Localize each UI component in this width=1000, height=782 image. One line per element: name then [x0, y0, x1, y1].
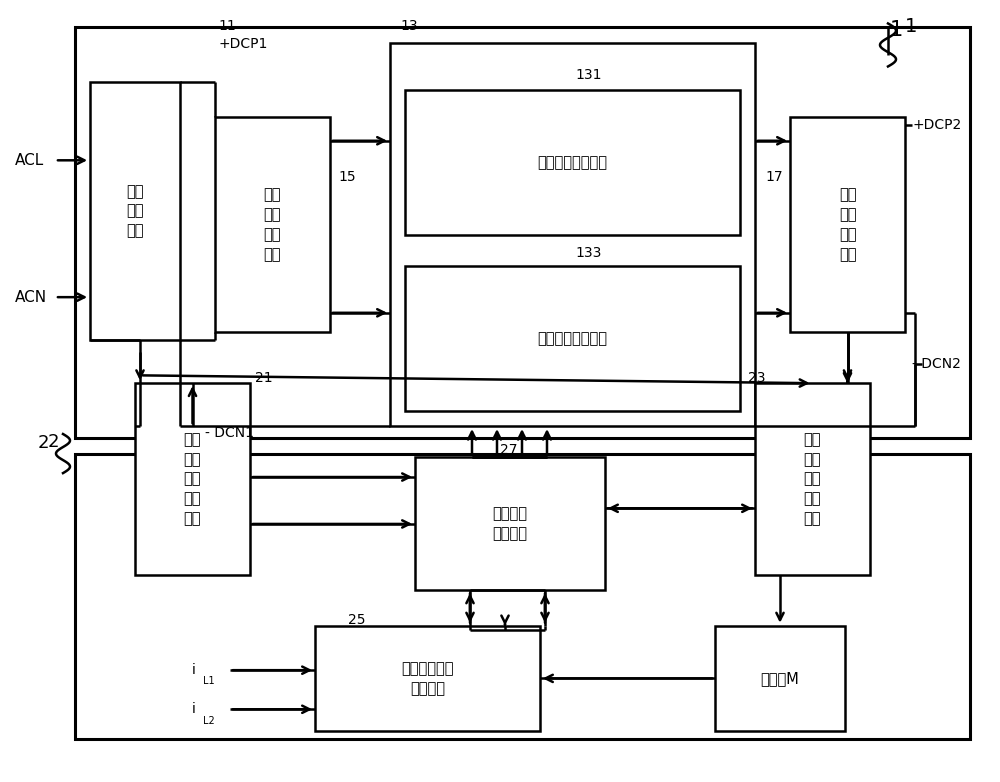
Text: 131: 131 [575, 68, 602, 82]
Text: 27: 27 [500, 443, 518, 457]
Text: 第二级功率子电路: 第二级功率子电路 [538, 331, 608, 346]
Text: i: i [192, 663, 196, 677]
Text: 第一级功率子电路: 第一级功率子电路 [538, 155, 608, 170]
Text: 11: 11 [218, 19, 236, 33]
Text: 1: 1 [890, 20, 903, 40]
Bar [390, 43, 755, 426]
Bar [405, 90, 740, 235]
Text: ACN: ACN [15, 289, 47, 305]
Text: 1: 1 [905, 17, 917, 36]
Text: - DCN2: - DCN2 [912, 357, 961, 371]
Text: 17: 17 [765, 170, 783, 184]
Bar [75, 27, 970, 438]
Text: ACL: ACL [15, 152, 44, 168]
Text: 25: 25 [348, 613, 366, 627]
Text: 21: 21 [255, 371, 273, 385]
Bar [215, 117, 330, 332]
Bar [315, 626, 540, 731]
Text: 输出
直流
电压
处理
电路: 输出 直流 电压 处理 电路 [804, 432, 821, 526]
Text: L2: L2 [203, 716, 215, 726]
Bar [90, 82, 180, 340]
Bar [715, 626, 845, 731]
Text: 133: 133 [575, 246, 601, 260]
Text: 输入
直流
电压
电路: 输入 直流 电压 电路 [264, 188, 281, 262]
Text: 升压电感电流
处理电路: 升压电感电流 处理电路 [401, 661, 454, 696]
Text: 23: 23 [748, 371, 766, 385]
Text: L1: L1 [203, 676, 215, 687]
Text: i: i [192, 702, 196, 716]
Text: 移相驱动
产生单元: 移相驱动 产生单元 [492, 507, 528, 541]
Text: 13: 13 [400, 19, 418, 33]
Text: 2: 2 [48, 432, 60, 451]
Text: 15: 15 [338, 170, 356, 184]
Text: 输出
直流
电压
电路: 输出 直流 电压 电路 [839, 188, 856, 262]
Bar [790, 117, 905, 332]
Bar [135, 383, 250, 575]
Text: +DCP1: +DCP1 [218, 37, 267, 51]
Text: - DCN1: - DCN1 [205, 426, 254, 440]
Text: 单相
整流
电路: 单相 整流 电路 [126, 184, 144, 239]
Bar [415, 457, 605, 590]
Text: 乘法器M: 乘法器M [761, 671, 799, 686]
Bar [75, 454, 970, 739]
Text: 2: 2 [38, 434, 50, 452]
Text: +DCP2: +DCP2 [912, 118, 961, 132]
Bar [755, 383, 870, 575]
Bar [405, 266, 740, 411]
Text: 输入
直流
电压
处理
电路: 输入 直流 电压 处理 电路 [184, 432, 201, 526]
